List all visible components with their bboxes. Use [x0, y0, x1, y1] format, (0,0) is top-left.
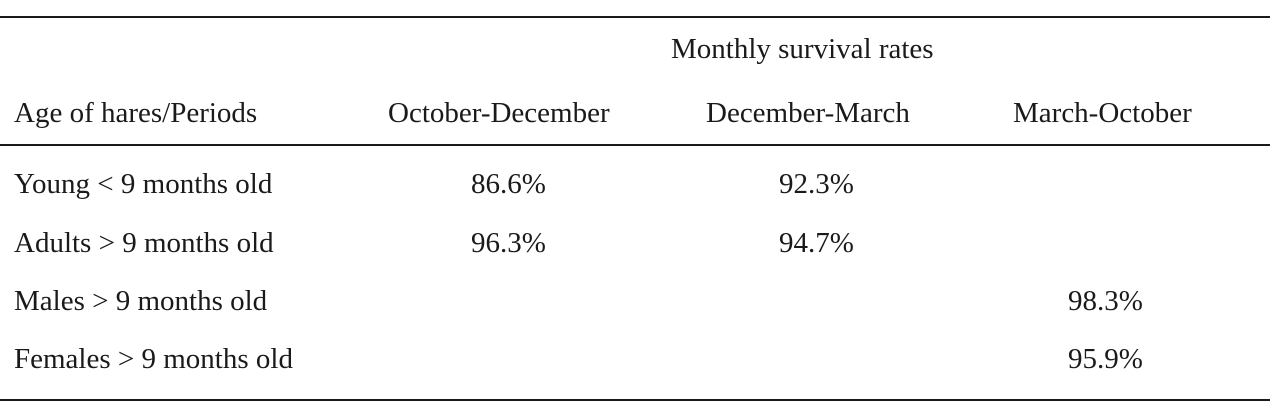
- cell-mar-oct: 95.9%: [1068, 343, 1143, 375]
- row-label: Males > 9 months old: [14, 285, 268, 317]
- table-header-rule: [0, 144, 1270, 146]
- column-header-oct-dec: October-December: [388, 97, 610, 129]
- cell-dec-mar: 94.7%: [779, 227, 854, 259]
- cell-dec-mar: 92.3%: [779, 168, 854, 200]
- row-label: Adults > 9 months old: [14, 227, 274, 259]
- column-header-age: Age of hares/Periods: [14, 97, 258, 129]
- cell-oct-dec: 86.6%: [471, 168, 546, 200]
- row-label: Females > 9 months old: [14, 343, 293, 375]
- cell-oct-dec: 96.3%: [471, 227, 546, 259]
- row-label: Young < 9 months old: [14, 168, 273, 200]
- column-header-dec-mar: December-March: [706, 97, 910, 129]
- table-top-rule: [0, 16, 1270, 18]
- column-header-mar-oct: March-October: [1013, 97, 1192, 129]
- spanner-header: Monthly survival rates: [671, 33, 934, 65]
- cell-mar-oct: 98.3%: [1068, 285, 1143, 317]
- table-bottom-rule: [0, 399, 1270, 401]
